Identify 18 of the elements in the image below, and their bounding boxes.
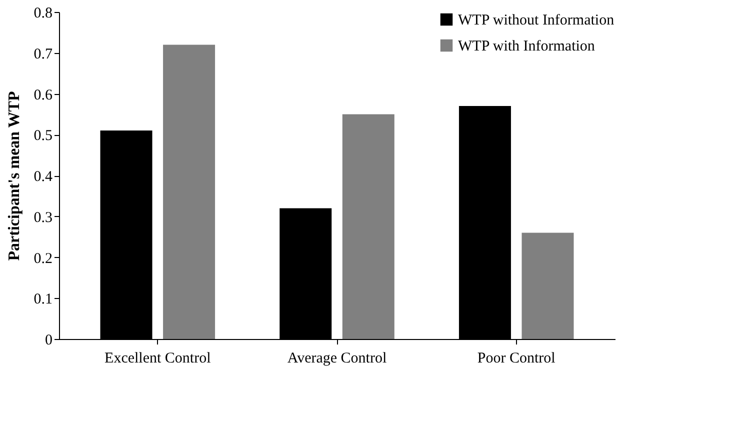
- y-tick-label: 0.6: [34, 87, 53, 104]
- y-tick-label: 0.1: [34, 292, 52, 308]
- legend-label: WTP without Information: [458, 12, 615, 28]
- y-tick-label: 0.5: [34, 128, 52, 144]
- bar: [342, 114, 394, 339]
- x-tick-label: Poor Control: [477, 350, 556, 366]
- y-tick-label: 0.8: [34, 6, 52, 22]
- legend-label: WTP with Information: [458, 38, 596, 54]
- y-tick-label: 0: [45, 332, 52, 348]
- y-tick-label: 0.4: [34, 169, 53, 185]
- x-tick-label: Average Control: [287, 350, 387, 366]
- bar: [163, 44, 216, 339]
- y-tick-label: 0.7: [34, 46, 53, 62]
- x-tick-label: Excellent Control: [104, 350, 211, 366]
- y-tick-label: 0.2: [34, 250, 52, 267]
- bar: [522, 232, 574, 339]
- y-axis-title: Participant's mean WTP: [6, 91, 23, 261]
- y-tick-label: 0.3: [34, 210, 52, 226]
